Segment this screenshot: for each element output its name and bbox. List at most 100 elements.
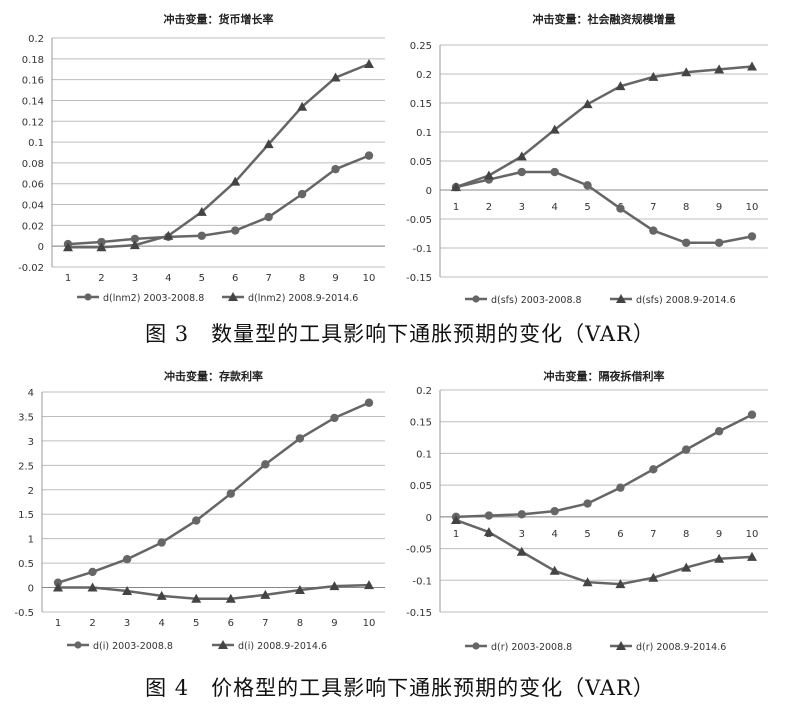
data-point-triangle	[122, 585, 133, 595]
x-tick-label: 3	[519, 529, 525, 540]
x-tick-label: 8	[683, 529, 689, 540]
y-tick-label: 0.18	[22, 55, 44, 66]
y-tick-label: 0.25	[410, 41, 432, 52]
series-line	[455, 65, 753, 189]
x-tick-label: 6	[228, 618, 234, 629]
legend-marker-triangle	[218, 640, 228, 649]
series-line	[67, 154, 370, 246]
data-point-triangle	[87, 582, 98, 592]
x-tick-label: 3	[519, 202, 525, 213]
data-point-triangle	[297, 101, 308, 111]
y-tick-label: 0.05	[410, 481, 432, 492]
data-point-triangle	[225, 593, 236, 603]
y-tick-label: -0.15	[406, 273, 432, 284]
x-tick-label: 10	[746, 202, 759, 213]
data-point-triangle	[451, 515, 461, 525]
data-point-triangle	[483, 527, 494, 537]
chart-overnight-rate: 冲击变量：隔夜拆借利率 -0.15 -0.1 -0.05 0 0.05 0.1 0.15 0.2…	[406, 369, 768, 653]
data-point-circle	[747, 232, 757, 241]
x-tick-label: 9	[716, 529, 722, 540]
data-point-circle	[583, 181, 592, 190]
y-tick-label: 0.16	[22, 76, 44, 87]
data-point-triangle	[582, 577, 593, 587]
legend-label: d(r) 2008.9-2014.6	[636, 642, 726, 653]
x-tick-label: 10	[746, 529, 759, 540]
data-point-triangle	[615, 81, 626, 91]
y-tick-label: 2	[28, 486, 34, 497]
y-tick-label: 3.5	[18, 412, 34, 423]
data-point-circle	[517, 510, 526, 519]
y-tick-label: -0.1	[412, 576, 432, 587]
x-tick-label: 10	[363, 273, 376, 284]
data-point-circle	[649, 465, 658, 474]
y-tick-label: 0	[426, 513, 432, 524]
x-tick-label: 1	[55, 618, 61, 629]
data-point-triangle	[451, 182, 461, 192]
x-tick-label: 6	[617, 529, 623, 540]
x-tick-label: 4	[165, 273, 171, 284]
data-point-triangle	[294, 585, 305, 594]
data-point-circle	[231, 226, 240, 235]
legend-marker-circle	[84, 293, 92, 301]
figure-4-caption: 图 4 价格型的工具影响下通胀预期的变化（VAR）	[145, 676, 655, 700]
data-point-triangle	[483, 170, 494, 180]
chart-deposit-rate: 冲击变量：存款利率 -0.5 0 0.5 1 1.5 2 2.5 3 3.5 4 1 2 3 4 5 6 7 8 9 1…	[14, 369, 385, 652]
data-point-circle	[192, 516, 201, 525]
data-point-circle	[714, 427, 724, 436]
legend-label: d(i) 2008.9-2014.6	[238, 641, 327, 652]
y-tick-label: 0.1	[28, 138, 44, 149]
legend-marker-circle	[472, 295, 480, 303]
legend-marker-triangle	[228, 292, 238, 301]
chart-social-financing: 冲击变量：社会融资规模增量 -0.15 -0.1 -0.05 0 0.05 0.1 0.15 0…	[406, 12, 768, 306]
data-point-triangle	[191, 593, 202, 603]
data-point-triangle	[196, 206, 207, 216]
legend-label: d(sfs) 2003-2008.8	[491, 295, 582, 306]
data-point-circle	[484, 511, 494, 520]
data-point-circle	[682, 238, 691, 247]
y-tick-label: 0.1	[416, 449, 432, 460]
x-tick-label: 9	[716, 202, 722, 213]
y-tick-label: 0.05	[410, 157, 432, 168]
data-point-circle	[297, 189, 307, 199]
data-point-triangle	[330, 72, 341, 82]
legend-marker-circle	[472, 642, 480, 650]
y-tick-label: 0	[38, 242, 44, 253]
data-point-circle	[197, 231, 206, 240]
data-point-circle	[550, 506, 559, 516]
chart-title: 冲击变量：隔夜拆借利率	[544, 369, 665, 383]
data-point-circle	[364, 398, 374, 407]
data-point-triangle	[516, 151, 527, 161]
series-line	[57, 401, 370, 584]
data-point-circle	[97, 237, 106, 247]
y-tick-label: 1.5	[18, 510, 34, 521]
x-tick-label: 5	[199, 273, 205, 284]
y-tick-label: 0.2	[28, 34, 44, 45]
data-point-circle	[747, 410, 757, 419]
x-tick-label: 2	[486, 202, 492, 213]
x-tick-label: 5	[584, 529, 590, 540]
data-point-circle	[122, 555, 132, 564]
y-tick-label: -0.5	[14, 608, 34, 619]
legend-marker-triangle	[616, 294, 626, 303]
x-tick-label: 6	[232, 273, 238, 284]
data-point-circle	[157, 538, 166, 547]
y-tick-label: 0.06	[22, 180, 44, 191]
x-tick-label: 7	[650, 202, 656, 213]
data-point-circle	[264, 212, 273, 222]
y-tick-label: 0.08	[22, 159, 44, 170]
x-tick-label: 4	[551, 529, 557, 540]
data-point-circle	[616, 204, 625, 213]
data-point-circle	[295, 434, 305, 443]
data-point-triangle	[129, 240, 140, 250]
x-tick-label: 9	[331, 618, 337, 629]
data-point-triangle	[747, 61, 757, 71]
x-tick-label: 8	[299, 273, 305, 284]
data-point-circle	[130, 234, 140, 244]
data-point-circle	[550, 167, 559, 177]
data-point-triangle	[263, 139, 274, 149]
data-point-triangle	[549, 124, 560, 134]
data-point-triangle	[53, 582, 63, 592]
series-line	[455, 170, 753, 245]
data-point-triangle	[747, 551, 757, 561]
data-point-circle	[682, 445, 691, 454]
